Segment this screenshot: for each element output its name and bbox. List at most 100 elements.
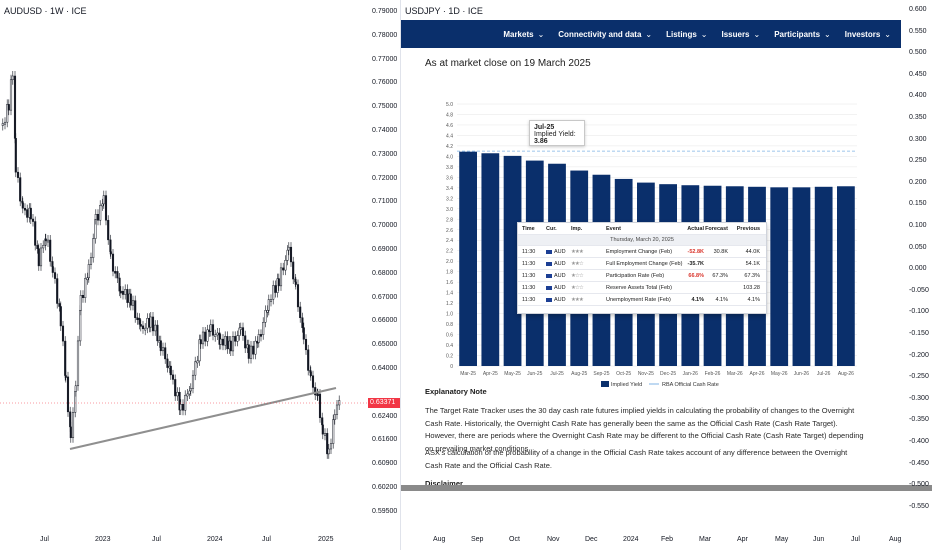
hdr-actual: Actual — [687, 226, 704, 232]
candle-body — [226, 336, 229, 350]
candle-body — [58, 303, 61, 307]
eco-currency: AUD — [546, 270, 566, 282]
usdjpy-chart-panel[interactable]: USDJPY · 1D · ICE Markets ⌄ Connectivity … — [400, 0, 932, 550]
x-tick-label: Aug-25 — [571, 371, 587, 377]
eco-event[interactable]: Participation Rate (Feb) — [606, 273, 665, 279]
candle-body — [292, 261, 295, 280]
eco-forecast: 30.8K — [713, 249, 728, 255]
candle-body — [121, 290, 125, 295]
left-y-tick: 0.71000 — [372, 198, 398, 206]
candle-body — [316, 393, 319, 397]
yield-bar — [792, 187, 811, 366]
right-y-tick: -0.350 — [909, 416, 929, 424]
chevron-down-icon: ⌄ — [645, 29, 653, 39]
nav-participants[interactable]: Participants ⌄ — [774, 29, 831, 39]
candle-body — [37, 248, 40, 267]
y-tick-label: 3.8 — [446, 165, 453, 171]
right-x-tick: 2024 — [623, 536, 639, 543]
candle-body — [184, 394, 187, 411]
candle-body — [196, 360, 199, 364]
candle-body — [174, 379, 177, 397]
candle-body — [286, 249, 289, 261]
eco-row[interactable]: 11:30 AUD ★☆☆ Reserve Assets Total (Feb) 103… — [518, 282, 766, 294]
candle-body — [231, 336, 235, 352]
candle-body — [236, 335, 239, 342]
candle-body — [214, 334, 217, 337]
candle-body — [309, 371, 312, 376]
x-tick-label: Oct-25 — [616, 371, 631, 377]
eco-row[interactable]: 11:30 AUD ★☆☆ Participation Rate (Feb) 66.8%… — [518, 270, 766, 282]
eco-row[interactable]: 11:30 AUD ★★☆ Full Employment Change (Feb) -… — [518, 258, 766, 270]
importance-stars-icon: ★★★ — [571, 249, 584, 255]
candle-body — [321, 424, 324, 435]
left-price-axis[interactable]: 0.79000 0.78000 0.77000 0.76000 0.75000 0.740… — [368, 0, 400, 530]
right-y-tick: -0.050 — [909, 286, 929, 294]
yield-bar — [837, 186, 855, 366]
candle-body — [42, 245, 45, 249]
candle-body — [76, 340, 80, 387]
candle-body — [151, 316, 155, 332]
candle-body — [13, 75, 17, 139]
eco-event[interactable]: Reserve Assets Total (Feb) — [606, 285, 672, 291]
candle-body — [338, 400, 341, 406]
candle-body — [201, 331, 205, 345]
candle-body — [216, 332, 219, 336]
hdr-time: Time — [522, 226, 535, 232]
right-time-axis[interactable]: Aug Sep Oct Nov Dec 2024 Feb Mar Apr May Jun Jul Aug — [401, 532, 901, 550]
tooltip-label: Implied Yield: — [534, 131, 576, 138]
candle-body — [53, 272, 57, 279]
candle-body — [159, 340, 162, 352]
eco-time: 11:30 — [522, 285, 536, 291]
candle-body — [64, 340, 67, 376]
candle-body — [124, 289, 127, 295]
candle-body — [86, 277, 89, 281]
hdr-cur: Cur. — [546, 226, 557, 232]
candle-body — [267, 299, 270, 311]
candle-body — [116, 271, 119, 279]
candle-body — [49, 239, 52, 262]
left-chart-title: AUDUSD · 1W · ICE — [4, 6, 87, 16]
right-y-tick: 0.600 — [909, 6, 927, 13]
nav-listings[interactable]: Listings ⌄ — [666, 29, 708, 39]
eco-currency: AUD — [546, 294, 566, 306]
candle-body — [181, 404, 185, 411]
candle-body — [34, 221, 37, 246]
candle-body — [134, 300, 137, 318]
right-price-axis[interactable]: 0.600 0.550 0.500 0.450 0.400 0.350 0.300 0.250… — [901, 0, 932, 530]
eco-event[interactable]: Unemployment Rate (Feb) — [606, 297, 671, 303]
left-y-tick: 0.64000 — [372, 365, 398, 372]
nav-connectivity[interactable]: Connectivity and data ⌄ — [558, 29, 653, 39]
nav-investors[interactable]: Investors ⌄ — [844, 29, 891, 39]
candle-body — [169, 365, 172, 376]
right-y-tick: -0.500 — [909, 481, 929, 489]
explanatory-note-p1: The Target Rate Tracker uses the 30 day … — [425, 406, 864, 453]
disclaimer-heading: Disclaimer — [425, 479, 463, 488]
right-y-tick: -0.250 — [909, 373, 929, 381]
eco-event[interactable]: Employment Change (Feb) — [606, 249, 673, 255]
eco-row[interactable]: 11:30 AUD ★★★ Employment Change (Feb) -52.8K… — [518, 246, 766, 258]
candle-body — [149, 316, 152, 328]
audusd-candles[interactable] — [0, 0, 368, 530]
audusd-chart-panel[interactable]: AUDUSD · 1W · ICE 0.79000 0.78000 0.77000 0… — [0, 0, 400, 550]
candle-body — [81, 295, 85, 298]
chart-tooltip: Jul-25 Implied Yield: 3.86 — [529, 120, 585, 146]
left-time-axis[interactable]: Jul 2023 Jul 2024 Jul 2025 — [0, 532, 368, 550]
left-y-tick: 0.72000 — [372, 174, 398, 182]
eco-event[interactable]: Full Employment Change (Feb) — [606, 261, 683, 267]
candle-body — [333, 414, 336, 420]
y-tick-label: 0 — [450, 364, 453, 370]
eco-row[interactable]: 11:30 AUD ★★★ Unemployment Rate (Feb) 4.1% 4.… — [518, 294, 766, 306]
nav-issuers[interactable]: Issuers ⌄ — [721, 29, 761, 39]
x-tick-label: Apr-26 — [749, 371, 764, 377]
right-y-tick: 0.150 — [909, 200, 927, 208]
candle-body — [154, 324, 157, 332]
economic-calendar-popup: Time Cur. Imp. Event Actual Forecast Pre… — [517, 222, 767, 314]
eco-time: 11:30 — [522, 273, 536, 279]
yield-bar — [814, 186, 833, 366]
candle-body — [107, 219, 110, 241]
nav-markets[interactable]: Markets ⌄ — [503, 29, 545, 39]
current-price-tag: 0.63371 — [368, 398, 400, 408]
candle-body — [23, 207, 27, 211]
y-tick-label: 0.2 — [446, 354, 453, 360]
right-x-tick: Dec — [585, 536, 598, 543]
